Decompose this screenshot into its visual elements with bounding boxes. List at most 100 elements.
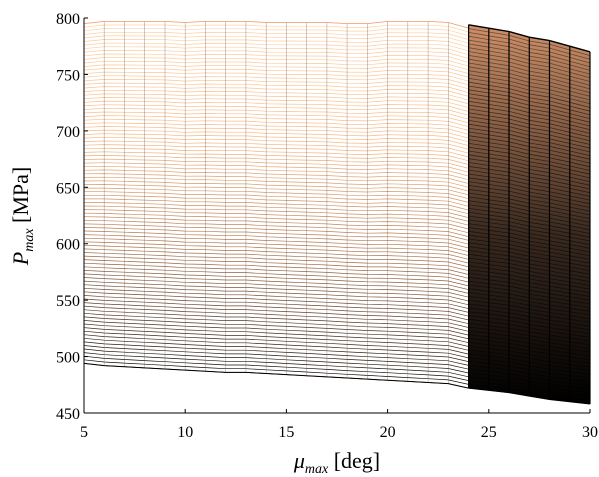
mesh-line <box>84 194 469 211</box>
mesh-line <box>83 118 469 131</box>
mesh-line <box>83 202 469 218</box>
mesh-line <box>83 42 469 52</box>
mesh-line <box>83 165 469 181</box>
mesh-line <box>83 133 469 146</box>
mesh-line <box>83 348 469 374</box>
mesh-line <box>84 198 469 215</box>
mesh-line <box>83 244 469 264</box>
mesh-line <box>83 151 469 165</box>
mesh-line <box>83 28 469 37</box>
mesh-line <box>83 86 469 97</box>
mesh-line <box>83 64 469 74</box>
y-tick-label: 700 <box>56 124 80 141</box>
y-axis-title: Pmax [MPa] <box>8 167 37 267</box>
mesh-line <box>83 79 469 90</box>
mesh-line <box>83 162 469 177</box>
mesh-line <box>83 129 469 143</box>
mesh-line <box>83 155 469 169</box>
mesh-line <box>83 284 469 306</box>
y-tick-label: 550 <box>56 293 80 310</box>
x-tick-label: 25 <box>481 424 497 441</box>
mesh-line <box>83 280 469 302</box>
y-tick-label: 800 <box>56 11 80 28</box>
mesh-line <box>83 57 469 67</box>
mesh-line <box>83 89 469 101</box>
y-tick-label: 600 <box>56 237 80 254</box>
mesh-line <box>83 234 469 253</box>
mesh-line <box>83 273 469 294</box>
surface-series-0 <box>83 20 469 389</box>
mesh-line <box>83 302 469 325</box>
mesh-line <box>83 323 469 347</box>
axes <box>83 18 590 414</box>
y-tick-label: 650 <box>56 180 80 197</box>
mesh-line <box>83 209 469 226</box>
mesh-line <box>83 97 469 109</box>
mesh-line <box>84 187 469 203</box>
mesh-line <box>83 184 469 200</box>
mesh-line <box>83 223 469 241</box>
mesh-line <box>83 334 469 359</box>
mesh-line <box>83 266 469 287</box>
surface-series-1 <box>468 24 591 405</box>
surface-top-edge <box>83 20 469 29</box>
y-tick-label: 450 <box>56 406 80 423</box>
mesh-line <box>83 39 469 48</box>
mesh-line <box>83 180 469 196</box>
mesh-line <box>83 345 469 370</box>
mesh-line <box>83 140 469 154</box>
mesh-line <box>83 216 469 234</box>
mesh-line <box>83 46 469 56</box>
x-axis-title: μmax [deg] <box>293 448 380 477</box>
mesh-line <box>83 277 469 298</box>
mesh-line <box>83 316 469 340</box>
mesh-line <box>83 35 469 44</box>
mesh-line <box>83 287 469 309</box>
x-tick-label: 30 <box>582 424 598 441</box>
x-tick-label: 20 <box>380 424 396 441</box>
mesh-line <box>83 126 469 139</box>
mesh-line <box>83 93 469 105</box>
mesh-line <box>83 53 469 63</box>
x-tick-label: 10 <box>177 424 193 441</box>
mesh-line <box>83 255 469 275</box>
y-tick-label: 500 <box>56 350 80 367</box>
mesh-line <box>83 71 469 82</box>
mesh-line <box>83 248 469 268</box>
mesh-line <box>83 50 469 59</box>
mesh-line <box>83 205 469 222</box>
mesh-line <box>83 169 469 184</box>
mesh-line <box>83 291 469 313</box>
mesh-line <box>84 191 469 207</box>
mesh-line <box>83 107 469 120</box>
mesh-line <box>83 111 469 124</box>
mesh-line <box>83 252 469 272</box>
mesh-line <box>83 262 469 283</box>
mesh-line <box>83 75 469 86</box>
mesh-line <box>83 330 469 355</box>
y-tick-label: 750 <box>56 67 80 84</box>
mesh-line <box>83 320 469 344</box>
mesh-line <box>83 309 469 332</box>
surface-bottom-edge <box>83 362 469 389</box>
x-tick-label: 15 <box>278 424 294 441</box>
mesh-line <box>83 298 469 321</box>
mesh-line <box>83 104 469 116</box>
mesh-line <box>83 270 469 290</box>
mesh-line <box>83 230 469 249</box>
mesh-line <box>83 355 469 381</box>
mesh-line <box>83 82 469 93</box>
x-tick-label: 5 <box>80 424 88 441</box>
mesh-line <box>83 362 469 389</box>
mesh-line <box>83 68 469 78</box>
mesh-line <box>83 337 469 362</box>
mesh-line <box>83 147 469 162</box>
mesh-line <box>83 212 469 230</box>
mesh-line <box>83 24 469 33</box>
mesh-line <box>83 227 469 245</box>
mesh-line <box>83 295 469 317</box>
surface-layer <box>83 20 591 405</box>
surface-top-edge <box>468 24 591 53</box>
mesh-line <box>83 359 469 385</box>
